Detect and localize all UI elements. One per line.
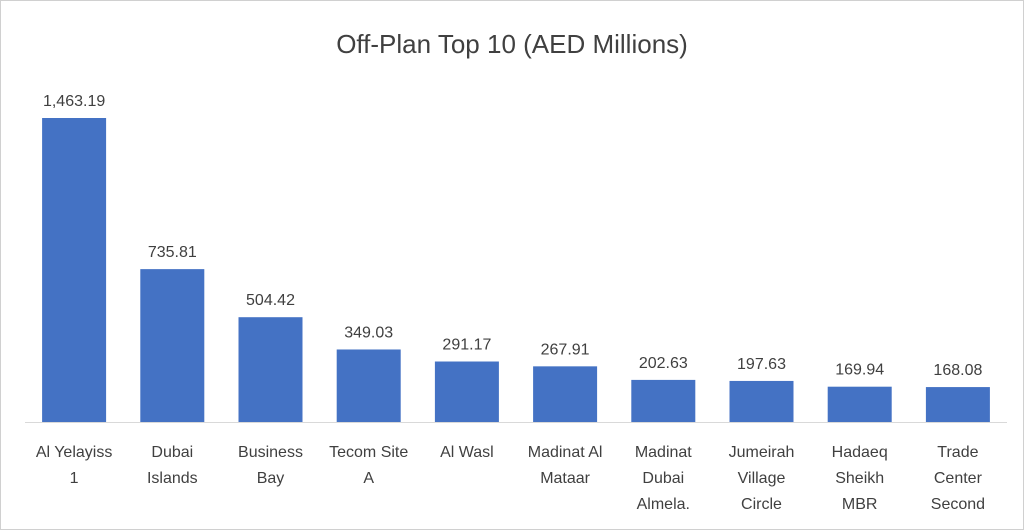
x-tick-label-2: Dubai Islands <box>147 444 198 487</box>
x-tick-label-6: Madinat Al Mataar <box>528 444 603 487</box>
x-tick-label-9: Hadaeq Sheikh MBR <box>832 444 888 513</box>
x-tick-label-line: Jumeirah <box>729 444 795 461</box>
data-label-4: 349.03 <box>344 324 393 341</box>
x-tick-label-line: Tecom Site <box>329 444 408 461</box>
data-label-9: 169.94 <box>835 362 884 379</box>
x-tick-label-line: Business <box>238 444 303 461</box>
x-tick-label-line: Hadaeq <box>832 444 888 461</box>
x-tick-label-4: Tecom Site A <box>329 444 408 487</box>
x-tick-labels: Al Yelayiss 1 Dubai Islands Business Bay Tecom… <box>36 444 985 513</box>
bar-1 <box>42 118 107 422</box>
x-tick-label-line: Sheikh <box>835 470 884 487</box>
x-tick-label-8: Jumeirah Village Circle <box>729 444 795 513</box>
x-tick-label-line: Dubai <box>642 470 684 487</box>
data-label-8: 197.63 <box>737 356 786 373</box>
bar-6 <box>533 366 598 422</box>
x-tick-label-line: Village <box>738 470 786 487</box>
x-tick-label-line: MBR <box>842 496 878 513</box>
bar-5 <box>434 361 499 422</box>
x-tick-label-line: Trade <box>937 444 978 461</box>
x-tick-label-3: Business Bay <box>238 444 303 487</box>
bar-2 <box>140 269 205 422</box>
bars-group: 1,463.19 735.81 504.42 349.03 291.17 267.91 20… <box>42 93 990 422</box>
x-tick-label-line: Dubai <box>151 444 193 461</box>
x-tick-label-line: A <box>363 470 374 487</box>
bar-10 <box>925 387 990 422</box>
bar-3 <box>238 317 303 422</box>
x-tick-label-line: Center <box>934 470 983 487</box>
x-tick-label-line: Second <box>931 496 985 513</box>
chart-title: Off-Plan Top 10 (AED Millions) <box>336 29 688 59</box>
bar-8 <box>729 380 794 422</box>
bar-9 <box>827 386 892 422</box>
x-tick-label-line: Mataar <box>540 470 590 487</box>
x-tick-label-line: Bay <box>257 470 285 487</box>
x-tick-label-10: Trade Center Second <box>931 444 985 513</box>
data-label-7: 202.63 <box>639 355 688 372</box>
x-tick-label-line: 1 <box>70 470 79 487</box>
x-tick-label-line: Madinat Al <box>528 444 603 461</box>
data-label-5: 291.17 <box>442 337 491 354</box>
x-tick-label-7: Madinat Dubai Almela. <box>635 444 692 513</box>
x-tick-label-line: Al Yelayiss <box>36 444 113 461</box>
x-tick-label-line: Al Wasl <box>440 444 494 461</box>
data-label-2: 735.81 <box>148 244 197 261</box>
data-label-1: 1,463.19 <box>43 93 105 110</box>
x-tick-label-line: Islands <box>147 470 198 487</box>
data-label-10: 168.08 <box>933 362 982 379</box>
x-tick-label-line: Madinat <box>635 444 692 461</box>
data-label-3: 504.42 <box>246 292 295 309</box>
x-tick-label-1: Al Yelayiss 1 <box>36 444 113 487</box>
x-tick-label-line: Circle <box>741 496 782 513</box>
x-tick-label-5: Al Wasl <box>440 444 494 461</box>
x-tick-label-line: Almela. <box>637 496 690 513</box>
bar-7 <box>631 379 696 422</box>
data-label-6: 267.91 <box>541 341 590 358</box>
bar-4 <box>336 349 401 422</box>
